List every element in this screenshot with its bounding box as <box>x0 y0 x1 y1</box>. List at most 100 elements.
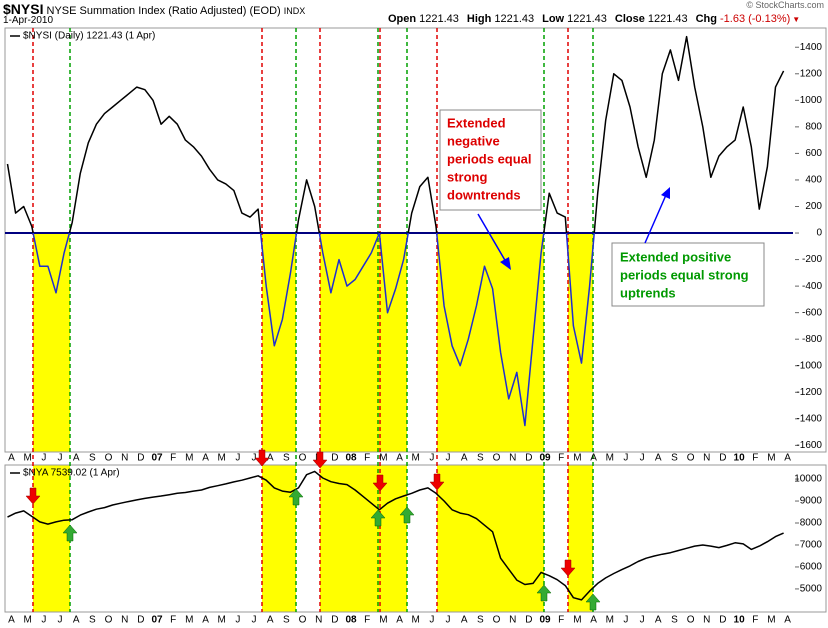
y-tick-label: -1600 <box>796 440 822 451</box>
buy-arrow <box>62 524 78 542</box>
plot: 1400 1200 1000 800 600 400 200 0 -200 -400 -600 -80… <box>5 31 822 626</box>
y-tick-label: 600 <box>805 148 822 159</box>
y-tick-label: 800 <box>805 122 822 133</box>
x-tick-label: 09 <box>540 453 552 464</box>
watermark: © StockCharts.com <box>746 0 824 10</box>
quote-label: Close <box>614 13 645 25</box>
shading <box>33 233 593 612</box>
x-tick-label: J <box>58 453 63 464</box>
x-tick-label: J <box>41 615 46 626</box>
buy-arrow <box>288 488 304 506</box>
annotation-box <box>439 109 542 211</box>
x-tick-label: S <box>671 453 678 464</box>
annotation-arrowhead <box>500 257 511 270</box>
y-tick-label: 400 <box>805 175 822 186</box>
y-tick-label: -1200 <box>796 387 822 398</box>
x-tick-label: O <box>105 615 113 626</box>
annotation-line: Extended <box>447 115 506 130</box>
x-tick-label: D <box>525 615 532 626</box>
y-tick-label: 7000 <box>800 540 823 551</box>
x-tick-label: F <box>558 615 564 626</box>
x-tick-label: J <box>446 615 451 626</box>
x-tick-label: D <box>137 615 144 626</box>
x-tick-label: N <box>121 453 128 464</box>
x-tick-label: O <box>687 453 695 464</box>
sell-arrow <box>312 451 328 469</box>
x-tick-label: A <box>73 453 80 464</box>
annotation-line: uptrends <box>620 285 676 300</box>
sell-arrow <box>372 474 388 492</box>
x-tick-label: M <box>767 453 775 464</box>
quote-row: Open 1221.43 High 1221.43 Low 1221.43 Close 122… <box>388 13 800 25</box>
x-tick-label: A <box>784 453 791 464</box>
x-tick-label: S <box>89 615 96 626</box>
x-tick-label: A <box>784 615 791 626</box>
y-tick-label: 1000 <box>800 95 823 106</box>
date: 1-Apr-2010 <box>3 15 54 26</box>
x-tick-label: 07 <box>151 615 163 626</box>
index-name: NYSE Summation Index (Ratio Adjusted) (E… <box>46 5 281 17</box>
x-tick-label: S <box>89 453 96 464</box>
x-tick-label: F <box>170 453 176 464</box>
negative-period <box>33 233 70 452</box>
x-tick-label: A <box>655 615 662 626</box>
x-tick-label: F <box>170 615 176 626</box>
x-tick-label: S <box>671 615 678 626</box>
x-tick-label: M <box>379 453 387 464</box>
quote-value: 1221.43 <box>494 13 535 25</box>
x-tick-label: J <box>623 615 628 626</box>
annotation-line: periods equal <box>447 151 532 166</box>
sell-arrow <box>25 487 41 505</box>
y-tick-label: 1400 <box>800 42 823 53</box>
legend-label: $NYA 7539.02 (1 Apr) <box>23 468 120 479</box>
negative-period <box>568 233 593 452</box>
x-tick-label: J <box>429 615 434 626</box>
x-tick-label: A <box>267 453 274 464</box>
y-tick-label: -200 <box>802 254 822 265</box>
x-tick-label: A <box>396 453 403 464</box>
x-tick-label: M <box>573 615 581 626</box>
annotation-line: periods equal strong <box>620 267 749 282</box>
x-tick-label: M <box>412 453 420 464</box>
sell-arrow <box>560 559 576 577</box>
exchange: INDX <box>283 6 306 16</box>
quote-label: Low <box>542 13 565 25</box>
x-tick-label: M <box>379 615 387 626</box>
x-tick-label: D <box>525 453 532 464</box>
buy-arrow <box>399 506 415 524</box>
y-tick-label: -400 <box>802 281 822 292</box>
x-tick-label: M <box>573 453 581 464</box>
quote-value: -1.63 <box>720 13 746 25</box>
annotation-line: negative <box>447 133 500 148</box>
x-tick-label: A <box>8 615 15 626</box>
x-tick-label: A <box>396 615 403 626</box>
x-tick-label: N <box>703 615 710 626</box>
negative-period <box>568 465 593 612</box>
quote-value: 1221.43 <box>419 13 459 25</box>
x-tick-label: M <box>23 453 31 464</box>
x-tick-label: A <box>202 615 209 626</box>
annotation-arrow <box>477 213 507 263</box>
x-tick-label: D <box>331 453 338 464</box>
sell-arrow <box>254 449 270 467</box>
y-tick-label: 1200 <box>800 68 823 79</box>
panel-frame <box>4 464 827 613</box>
x-tick-label: J <box>58 615 63 626</box>
negative-period <box>262 465 296 612</box>
signal-arrows <box>25 449 601 611</box>
y-tick-label: 200 <box>805 201 822 212</box>
y-tick-label: -600 <box>802 307 822 318</box>
quote-value: 1221.43 <box>567 13 607 25</box>
negative-period <box>320 465 407 612</box>
x-tick-label: A <box>590 615 597 626</box>
x-tick-label: D <box>719 453 726 464</box>
x-tick-label: J <box>623 453 628 464</box>
annotation-arrow <box>644 194 667 244</box>
x-tick-label: O <box>493 615 501 626</box>
x-tick-label: 08 <box>345 453 357 464</box>
x-tick-label: N <box>509 615 516 626</box>
x-tick-label: J <box>235 615 240 626</box>
x-tick-label: M <box>23 615 31 626</box>
annotation-negative: Extended negative periods equal strong d… <box>439 109 542 270</box>
